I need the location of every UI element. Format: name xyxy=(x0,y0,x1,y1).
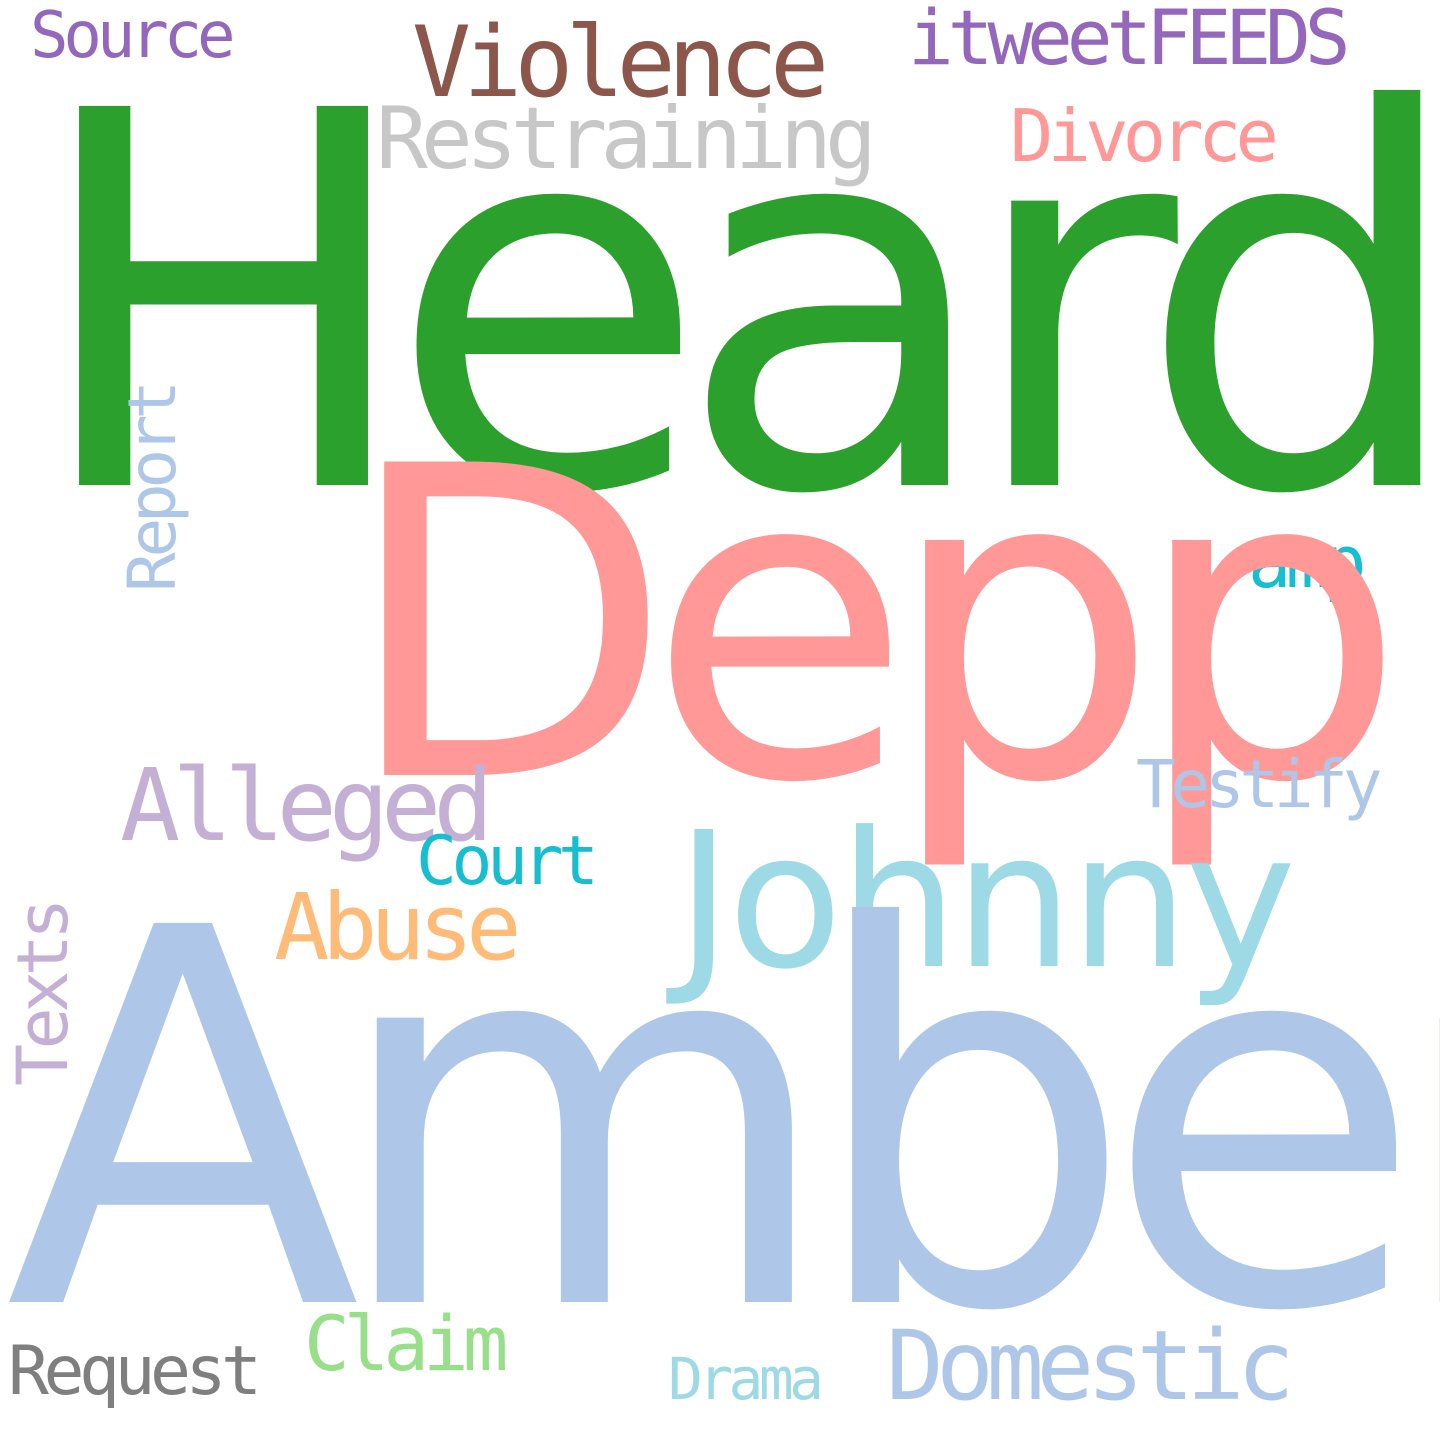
word-testify: Testify xyxy=(1136,746,1382,823)
word-violence: Violence xyxy=(412,6,829,120)
word-itweetfeeds: itweetFEEDS xyxy=(908,0,1351,82)
word-amp: amp xyxy=(1248,520,1367,604)
word-court: Court xyxy=(416,822,599,901)
word-domestic: Domestic xyxy=(886,1310,1295,1422)
word-divorce: Divorce xyxy=(1010,94,1279,178)
word-amber: Amber xyxy=(5,819,1440,1425)
word-claim: Claim xyxy=(304,1299,508,1388)
word-source: Source xyxy=(30,0,236,73)
word-drama: Drama xyxy=(668,1345,824,1413)
word-report: Report xyxy=(114,385,191,592)
word-abuse: Abuse xyxy=(274,874,522,981)
word-restraining: Restraining xyxy=(376,89,877,189)
word-depp: Depp xyxy=(342,377,1406,877)
word-request: Request xyxy=(8,1332,262,1411)
word-alleged: Alleged xyxy=(120,747,493,864)
word-johnny: Johnny xyxy=(676,792,1296,1011)
word-heard: Heard xyxy=(28,2,1440,608)
